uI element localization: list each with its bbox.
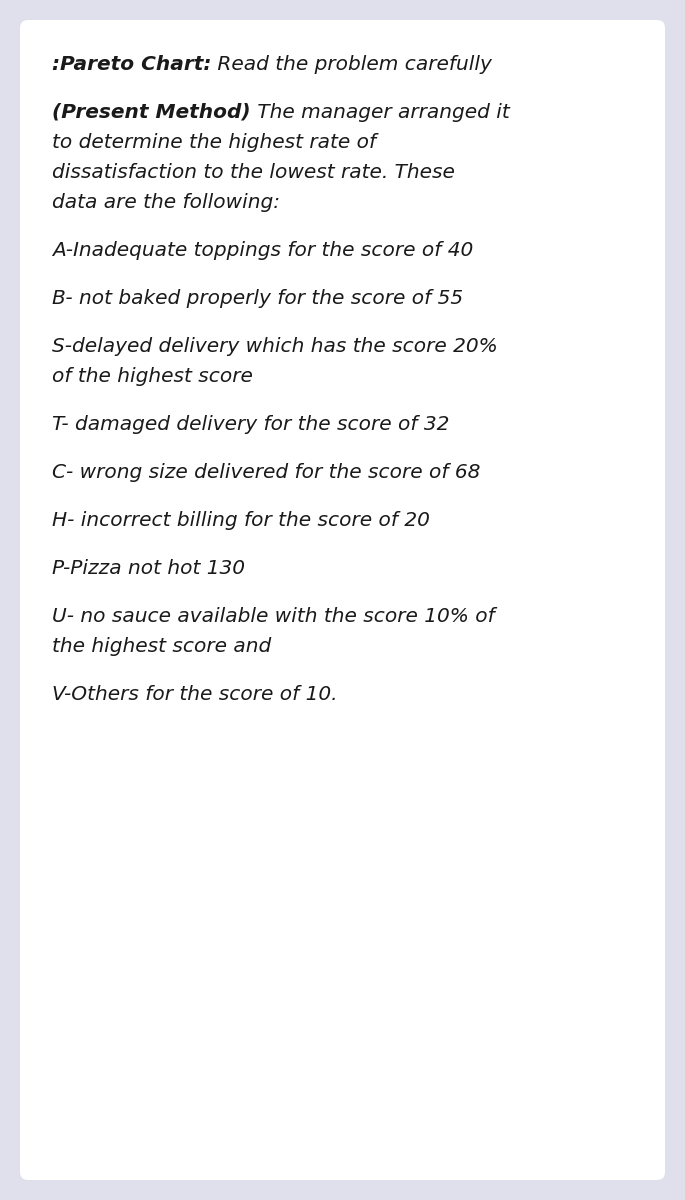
Text: U- no sauce available with the score 10% of: U- no sauce available with the score 10%… bbox=[52, 607, 495, 626]
Text: dissatisfaction to the lowest rate. These: dissatisfaction to the lowest rate. Thes… bbox=[52, 163, 455, 182]
Text: The manager arranged it: The manager arranged it bbox=[251, 103, 510, 122]
Text: of the highest score: of the highest score bbox=[52, 367, 253, 386]
Text: B- not baked properly for the score of 55: B- not baked properly for the score of 5… bbox=[52, 289, 463, 308]
Text: (Present Method): (Present Method) bbox=[52, 103, 251, 122]
Text: the highest score and: the highest score and bbox=[52, 637, 271, 656]
Text: T- damaged delivery for the score of 32: T- damaged delivery for the score of 32 bbox=[52, 415, 449, 434]
FancyBboxPatch shape bbox=[20, 20, 665, 1180]
Text: A-Inadequate toppings for the score of 40: A-Inadequate toppings for the score of 4… bbox=[52, 241, 473, 260]
Text: H- incorrect billing for the score of 20: H- incorrect billing for the score of 20 bbox=[52, 511, 430, 530]
Text: to determine the highest rate of: to determine the highest rate of bbox=[52, 133, 376, 152]
Text: C- wrong size delivered for the score of 68: C- wrong size delivered for the score of… bbox=[52, 463, 480, 482]
Text: S-delayed delivery which has the score 20%: S-delayed delivery which has the score 2… bbox=[52, 337, 498, 356]
Text: :Pareto Chart:: :Pareto Chart: bbox=[52, 55, 212, 74]
Text: P-Pizza not hot 130: P-Pizza not hot 130 bbox=[52, 559, 245, 578]
Text: data are the following:: data are the following: bbox=[52, 193, 280, 212]
Text: Read the problem carefully: Read the problem carefully bbox=[212, 55, 493, 74]
Text: V-Others for the score of 10.: V-Others for the score of 10. bbox=[52, 685, 338, 704]
